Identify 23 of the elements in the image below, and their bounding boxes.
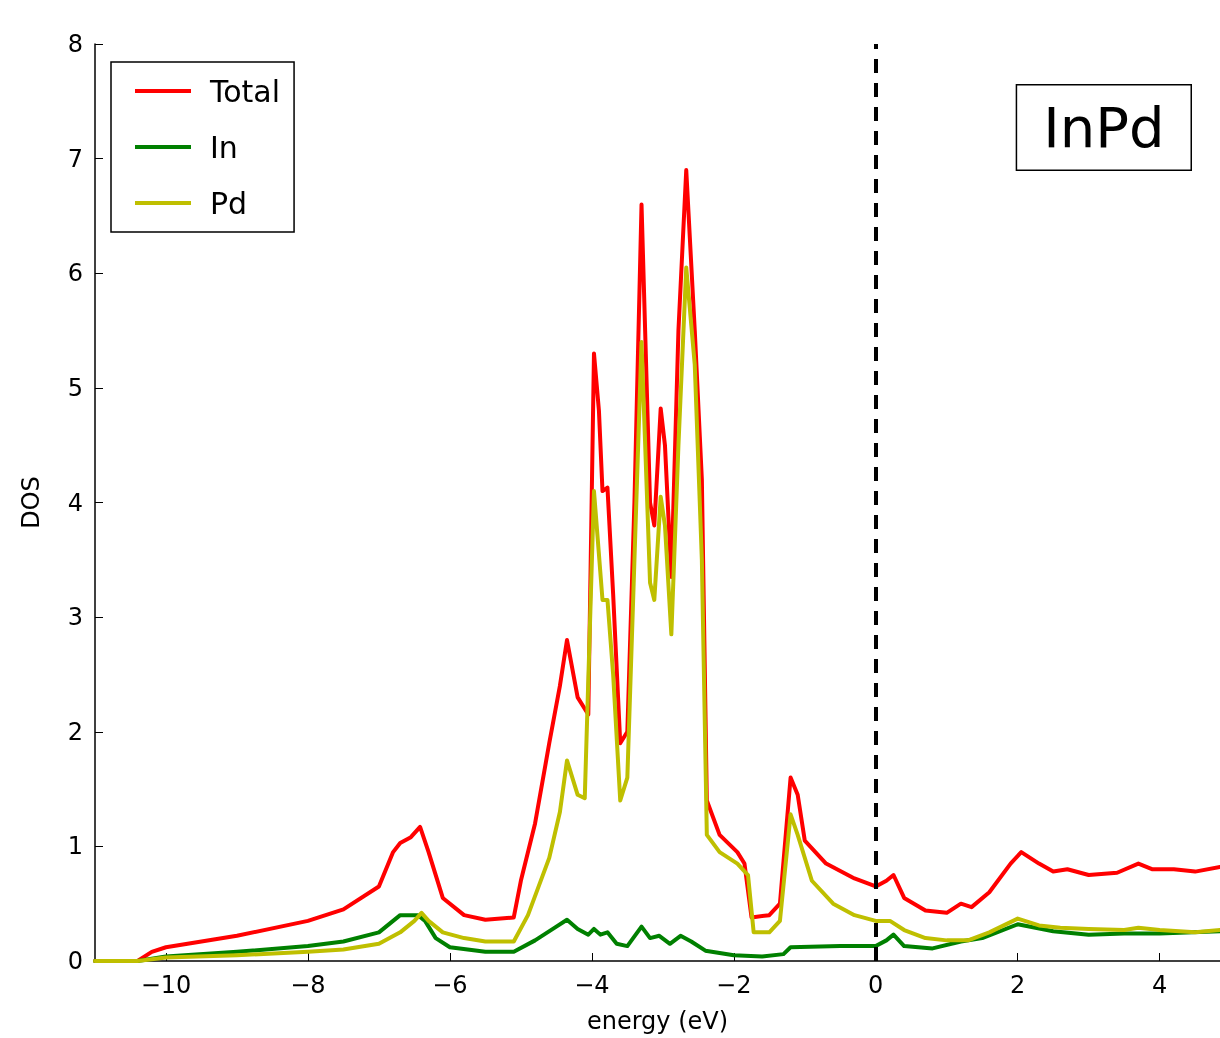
x-tick-label: −4: [574, 971, 610, 999]
x-tick-label: −2: [716, 971, 752, 999]
y-tick-label: 4: [67, 488, 83, 517]
x-axis-title: energy (eV): [586, 1007, 729, 1035]
y-tick-label: 7: [67, 144, 83, 173]
y-tick-label: 5: [67, 373, 83, 402]
y-tick-label: 6: [67, 259, 83, 288]
y-axis-title: DOS: [17, 476, 45, 529]
x-tick-label: 2: [1010, 971, 1026, 999]
x-tick-label: −8: [290, 971, 326, 999]
x-tick-label: 0: [868, 971, 884, 999]
legend-label: Total: [209, 73, 281, 109]
y-tick-label: 0: [67, 947, 83, 975]
x-tick-label: −10: [140, 971, 192, 999]
y-tick-label: 3: [67, 603, 83, 632]
y-tick-label: 8: [67, 30, 83, 58]
x-tick-label: −6: [432, 971, 468, 999]
annotation: InPd: [1043, 95, 1165, 160]
y-tick-label: 2: [67, 717, 83, 746]
y-tick-label: 1: [67, 832, 83, 861]
x-tick-label: 4: [1152, 971, 1168, 999]
legend-label: In: [210, 129, 238, 165]
legend-label: Pd: [210, 185, 248, 221]
